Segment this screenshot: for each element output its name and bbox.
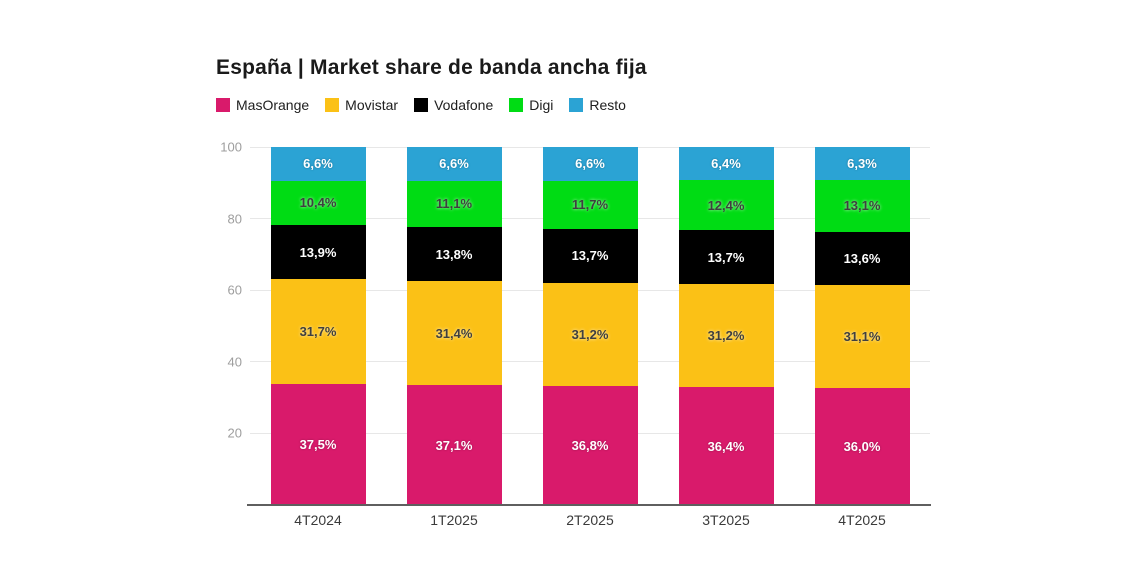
y-axis-tick-label: 100	[220, 139, 242, 155]
bar-4T2025: 36,0% 31,1% 13,6% 13,1% 6,3%	[814, 147, 910, 505]
bar-segment: 36,8%	[542, 385, 638, 505]
bar-segment: 13,1%	[814, 179, 910, 232]
bar-segment: 13,8%	[406, 227, 502, 282]
legend-swatch-icon	[509, 98, 524, 112]
y-axis-tick-label: 60	[227, 282, 242, 298]
legend-label: MasOrange	[236, 97, 310, 113]
legend: MasOrange Movistar Vodafone Digi Resto	[216, 97, 626, 113]
bar-segment: 6,4%	[678, 147, 774, 181]
chart-title: España | Market share de banda ancha fij…	[216, 56, 647, 79]
bar-segment: 36,0%	[814, 388, 910, 505]
bar-segment: 12,4%	[678, 180, 774, 231]
bar-segment: 37,1%	[406, 385, 502, 505]
bar-segment-label: 13,7%	[571, 248, 609, 264]
bar-segment-label: 6,3%	[847, 155, 877, 171]
legend-swatch-icon	[325, 98, 340, 112]
bar-segment: 31,2%	[542, 282, 638, 386]
bar-segment-label: 6,6%	[575, 156, 605, 172]
bar-segment: 13,9%	[270, 225, 366, 280]
x-axis-label: 4T2025	[838, 512, 886, 528]
bar-segment-label: 37,1%	[435, 437, 473, 453]
bar-3T2025: 36,4% 31,2% 13,7% 12,4% 6,4%	[678, 147, 774, 505]
bar-segment: 13,7%	[678, 230, 774, 284]
x-axis: 4T2024 1T2025 2T2025 3T2025 4T2025	[250, 512, 930, 532]
bar-segment-label: 36,0%	[843, 439, 881, 455]
bar-segment-label: 31,7%	[299, 324, 337, 340]
bar-segment-label: 31,1%	[843, 329, 881, 345]
bar-segment: 31,4%	[406, 281, 502, 385]
bar-4T2024: 37,5% 31,7% 13,9% 10,4% 6,6%	[270, 147, 366, 505]
bar-segment-label: 6,6%	[303, 156, 333, 172]
bar-segment-label: 37,5%	[299, 436, 337, 452]
bar-segment-label: 13,1%	[843, 198, 881, 214]
bar-segment: 13,6%	[814, 231, 910, 286]
y-axis: 20 40 60 80 100	[180, 140, 242, 505]
plot-area: 37,5% 31,7% 13,9% 10,4% 6,6% 37,1% 31,4% 13,8% 1…	[250, 146, 930, 505]
bar-segment: 31,2%	[678, 283, 774, 388]
bar-1T2025: 37,1% 31,4% 13,8% 11,1% 6,6%	[406, 147, 502, 505]
legend-label: Vodafone	[434, 97, 494, 113]
legend-item-resto: Resto	[569, 97, 626, 113]
bar-segment-label: 6,4%	[711, 156, 741, 172]
bar-segment-label: 31,4%	[435, 325, 473, 341]
bar-segment: 36,4%	[678, 387, 774, 505]
bar-segment-label: 11,1%	[435, 196, 473, 212]
legend-label: Movistar	[345, 97, 399, 113]
bar-segment: 6,3%	[814, 147, 910, 180]
bar-segment-label: 12,4%	[707, 197, 745, 213]
bar-segment-label: 13,8%	[435, 246, 473, 262]
bar-segment-label: 13,9%	[299, 244, 337, 260]
legend-item-masorange: MasOrange	[216, 97, 309, 113]
bar-segment-label: 36,8%	[571, 437, 609, 453]
legend-item-digi: Digi	[509, 97, 553, 113]
legend-label: Resto	[589, 97, 626, 113]
bar-segment: 11,1%	[406, 180, 502, 228]
x-axis-line	[247, 504, 931, 506]
x-axis-label: 2T2025	[566, 512, 614, 528]
legend-swatch-icon	[414, 98, 429, 112]
bar-segment: 6,6%	[542, 147, 638, 181]
x-axis-label: 3T2025	[702, 512, 750, 528]
y-axis-tick-label: 20	[227, 425, 242, 441]
bar-segment-label: 11,7%	[571, 197, 609, 213]
y-axis-tick-label: 80	[227, 211, 242, 227]
bar-segment-label: 13,7%	[707, 249, 745, 265]
gridline	[250, 146, 930, 148]
y-axis-tick-label: 40	[227, 354, 242, 370]
x-axis-label: 4T2024	[294, 512, 342, 528]
legend-item-vodafone: Vodafone	[414, 97, 493, 113]
bar-segment: 31,1%	[814, 285, 910, 389]
bar-segment: 6,6%	[406, 147, 502, 181]
bar-segment-label: 31,2%	[707, 327, 745, 343]
bar-segment: 6,6%	[270, 147, 366, 181]
bar-segment-label: 10,4%	[299, 195, 337, 211]
legend-swatch-icon	[216, 98, 230, 112]
bar-segment-label: 31,2%	[571, 326, 609, 342]
bar-segment-label: 36,4%	[707, 438, 745, 454]
x-axis-label: 1T2025	[430, 512, 478, 528]
bar-segment: 37,5%	[270, 383, 366, 505]
bar-segment: 13,7%	[542, 228, 638, 283]
legend-item-movistar: Movistar	[325, 97, 398, 113]
legend-swatch-icon	[569, 98, 584, 112]
bar-2T2025: 36,8% 31,2% 13,7% 11,7% 6,6%	[542, 147, 638, 505]
legend-label: Digi	[529, 97, 554, 113]
bar-segment: 31,7%	[270, 279, 366, 384]
bar-segment-label: 13,6%	[843, 251, 881, 267]
bar-segment: 10,4%	[270, 180, 366, 226]
bar-segment: 11,7%	[542, 180, 638, 229]
bar-segment-label: 6,6%	[439, 156, 469, 172]
